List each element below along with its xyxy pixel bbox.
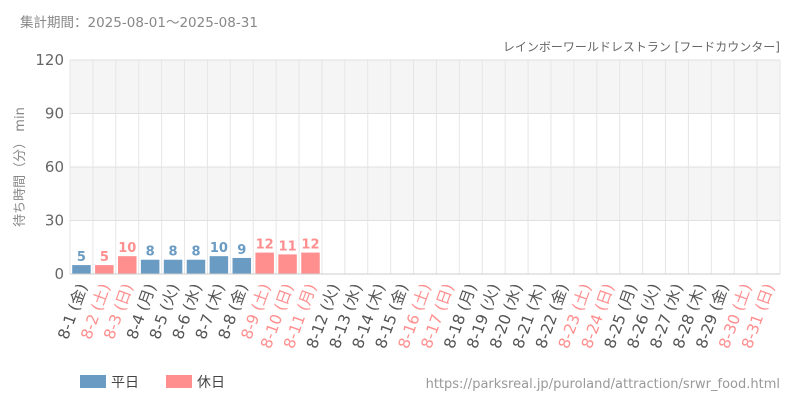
data-label: 5 (100, 250, 109, 265)
y-axis-ticks: 0 30 60 90 120 (35, 51, 64, 283)
data-label: 12 (256, 238, 274, 253)
source-url[interactable]: https://parksreal.jp/puroland/attraction… (426, 377, 780, 392)
bar[interactable] (140, 259, 160, 274)
bar[interactable] (72, 265, 91, 274)
data-label: 12 (301, 238, 319, 253)
y-axis-label: 待ち時間（分） min (13, 107, 28, 227)
x-axis-ticks: 8-1 (金)8-2 (土)8-3 (日)8-4 (月)8-5 (火)8-6 (… (55, 281, 779, 351)
data-label: 8 (191, 245, 200, 260)
data-label: 10 (210, 241, 228, 256)
legend-swatch (80, 375, 106, 388)
y-tick-label: 0 (54, 265, 64, 283)
bar[interactable] (186, 259, 206, 274)
bar[interactable] (163, 259, 183, 274)
y-tick-label: 120 (35, 51, 64, 69)
y-tick-label: 60 (45, 158, 64, 176)
plot-band (70, 113, 780, 167)
data-label: 8 (169, 245, 178, 260)
data-label: 11 (279, 239, 297, 254)
restaurant-label: レインボーワールドレストラン [フードカウンター] (503, 40, 780, 54)
legend: 平日 休日 (80, 375, 225, 391)
bar[interactable] (209, 256, 229, 274)
y-tick-label: 30 (45, 212, 64, 230)
legend-swatch (166, 375, 192, 388)
plot-band (70, 167, 780, 221)
bars (72, 252, 320, 274)
data-label: 9 (237, 243, 246, 258)
legend-label: 平日 (111, 375, 139, 391)
plot-band (70, 60, 780, 114)
bar[interactable] (118, 256, 137, 274)
legend-label: 休日 (197, 375, 225, 391)
bar[interactable] (95, 265, 114, 274)
bar[interactable] (301, 252, 320, 274)
bar[interactable] (232, 257, 252, 274)
period-label: 集計期間：2025-08-01～2025-08-31 (20, 15, 258, 31)
data-label: 5 (77, 250, 86, 265)
plot-background (70, 60, 780, 274)
data-labels: 5 510 8 8 8 10 9 12 11 12 (77, 238, 320, 265)
data-label: 8 (146, 245, 155, 260)
bar[interactable] (255, 252, 274, 274)
y-tick-label: 90 (45, 105, 64, 123)
data-label: 10 (118, 241, 136, 256)
bar[interactable] (278, 254, 297, 274)
